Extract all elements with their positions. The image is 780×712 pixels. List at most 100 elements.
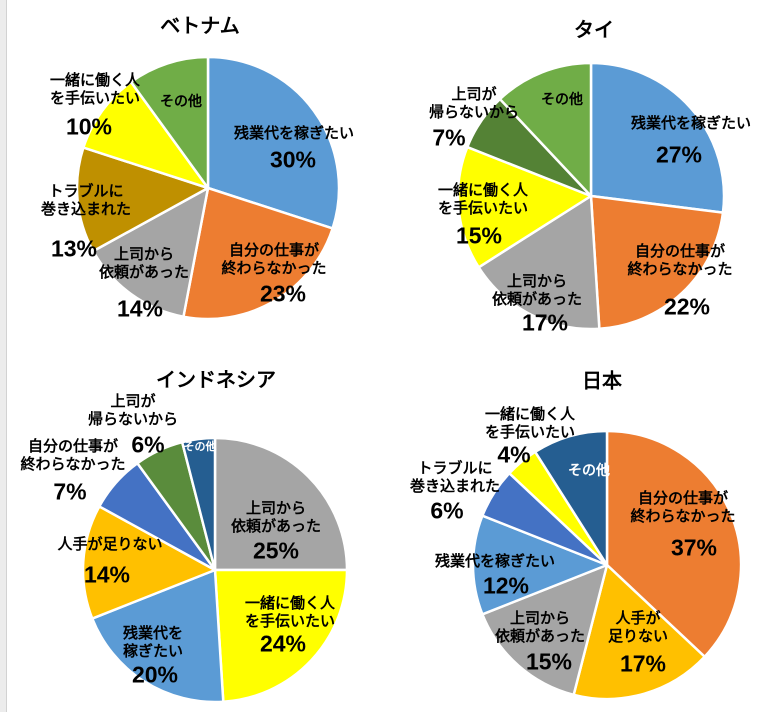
slice-label-line: 終わらなかった [627,261,733,278]
slice-label-line: 巻き込まれた [409,478,501,495]
pie-slice-thailand-others [498,61,593,198]
pie-slice-indonesia-earn-overtime-pay [91,568,225,704]
pie-japan [471,429,743,701]
slice-label-line: 終わらなかった [221,260,327,277]
slice-label-japan-others: その他 [568,461,610,479]
slice-label-line: 上司が [451,86,497,103]
slice-label-indonesia-others: その他 [184,438,217,456]
pie-thailand [456,61,726,331]
slice-label-line: 残業代を稼ぎたい [630,115,752,132]
slice-label-line: 上司から [113,246,175,263]
slice-label-indonesia-boss-request: 上司から 依頼があった [231,500,321,536]
pie-slice-thailand-boss-request [477,194,601,331]
slice-label-thailand-help-coworkers: 一緒に働く人 を手伝いたい [438,182,528,218]
pie-slice-vietnam-own-work-unfinished [182,186,334,321]
pie-slice-indonesia-help-coworkers [213,568,349,703]
slice-label-vietnam-earn-overtime-pay: 残業代を稼ぎたい [234,125,354,143]
slice-label-line: 自分の仕事が [634,243,726,260]
slice-percent-thailand-earn-overtime-pay: 27% [655,141,703,168]
pie-slice-vietnam-earn-overtime-pay [206,55,341,230]
slice-label-line: を手伝いたい [49,90,141,107]
slice-label-japan-help-coworkers: 一緒に働く人 を手伝いたい [485,406,575,442]
slice-label-line: 巻き込まれた [40,201,132,218]
slice-percent-thailand-own-work-unfinished: 22% [663,293,711,320]
slice-percent-indonesia-help-coworkers: 24% [259,630,307,657]
slice-label-thailand-own-work-unfinished: 自分の仕事が 終わらなかった [627,243,732,279]
slice-percent-japan-earn-overtime-pay: 12% [482,572,530,599]
chart-title-vietnam: ベトナム [160,15,240,38]
pie-slice-indonesia-understaffed [81,505,217,620]
pie-slice-vietnam-help-coworkers [82,80,210,190]
slice-percent-vietnam-boss-request: 14% [116,295,164,322]
slice-percent-japan-boss-request: 15% [525,648,573,675]
slice-label-line: 終わらなかった [20,456,126,473]
slice-label-line: 自分の仕事が [637,490,729,507]
slice-label-line: トラブルに [48,183,124,200]
slice-label-vietnam-others: その他 [160,92,202,110]
pie-slice-vietnam-boss-request [91,186,210,318]
pie-slice-vietnam-trouble [75,146,210,253]
slice-percent-thailand-help-coworkers: 15% [455,222,503,249]
slice-label-line: 上司から [506,273,568,290]
chart-title-indonesia: インドネシア [156,369,276,392]
slice-label-japan-own-work-unfinished: 自分の仕事が 終わらなかった [630,490,735,526]
slice-percent-indonesia-boss-request: 25% [252,537,300,564]
slice-label-line: 一緒に働く人 [437,182,529,199]
pie-slice-japan-understaffed [572,563,706,701]
slice-label-line: 一緒に働く人 [49,72,141,89]
pie-slice-thailand-help-coworkers [456,145,593,269]
slice-label-japan-trouble: トラブルに 巻き込まれた [410,460,500,496]
slice-percent-thailand-boss-request: 17% [521,309,569,336]
pie-slice-japan-boss-request [481,563,609,697]
slice-label-line: 上司から [245,500,307,517]
slice-label-thailand-earn-overtime-pay: 残業代を稼ぎたい [631,115,751,133]
slice-label-japan-boss-request: 上司から 依頼があった [495,610,585,646]
slice-percent-indonesia-earn-overtime-pay: 20% [131,661,179,688]
slice-percent-vietnam-help-coworkers: 10% [65,113,113,140]
slice-label-vietnam-boss-request: 上司から 依頼があった [99,246,189,282]
pie-slice-japan-earn-overtime-pay [471,514,609,616]
slice-label-thailand-boss-request: 上司から 依頼があった [492,273,582,309]
slice-percent-vietnam-own-work-unfinished: 23% [259,280,307,307]
slice-percent-vietnam-trouble: 13% [50,235,98,262]
pie-slice-japan-others [533,429,609,567]
slice-label-indonesia-help-coworkers: 一緒に働く人 を手伝いたい [245,595,335,631]
slice-label-line: 人手が [615,610,661,627]
slice-label-japan-earn-overtime-pay: 残業代を稼ぎたい [435,553,555,571]
slice-percent-japan-trouble: 6% [430,497,464,524]
pie-slice-thailand-earn-overtime-pay [589,61,726,214]
chart-title-japan: 日本 [582,370,622,393]
slice-label-line: を手伝いたい [484,424,576,441]
slice-percent-indonesia-understaffed: 14% [83,561,131,588]
slice-label-line: 自分の仕事が [228,242,320,259]
pie-chart-japan: 日本 自分の仕事が 終わらなかった 37% 人手が 足りない 17% 上司から 依頼があった 15… [390,356,780,712]
slice-label-vietnam-own-work-unfinished: 自分の仕事が 終わらなかった [221,242,326,278]
slice-label-line: を手伝いたい [437,200,529,217]
pie-slice-indonesia-others [180,436,217,572]
slice-label-japan-understaffed: 人手が 足りない [608,610,668,646]
slice-label-line: 終わらなかった [630,508,736,525]
pie-indonesia [81,436,349,704]
slice-label-line: 人手が足りない [57,536,163,553]
slice-label-line: 帰らないから [87,411,179,428]
slice-label-line: 上司が [110,393,156,410]
slice-label-thailand-boss-not-leaving: 上司が 帰らないから [429,86,519,122]
slice-label-line: 自分の仕事が [27,438,119,455]
slice-label-line: 稼ぎたい [122,643,184,660]
pie-vietnam [75,55,341,321]
slice-label-indonesia-understaffed: 人手が足りない [57,536,162,554]
slice-label-line: トラブルに [417,460,493,477]
slice-label-line: 帰らないから [428,104,520,121]
pie-slice-thailand-own-work-unfinished [589,194,725,330]
slice-percent-japan-understaffed: 17% [619,650,667,677]
pie-slice-vietnam-others [129,55,210,190]
slice-percent-japan-help-coworkers: 4% [497,441,531,468]
slice-label-line: 残業代を稼ぎたい [233,125,355,142]
pie-slice-indonesia-boss-request [213,436,349,572]
slice-percent-indonesia-boss-not-leaving: 6% [131,431,165,458]
slice-label-line: 依頼があった [230,518,322,535]
slice-percent-indonesia-own-work-unfinished: 7% [53,478,87,505]
pie-slice-japan-own-work-unfinished [605,429,743,658]
slice-percent-vietnam-earn-overtime-pay: 30% [269,146,317,173]
slice-percent-thailand-boss-not-leaving: 7% [432,124,466,151]
